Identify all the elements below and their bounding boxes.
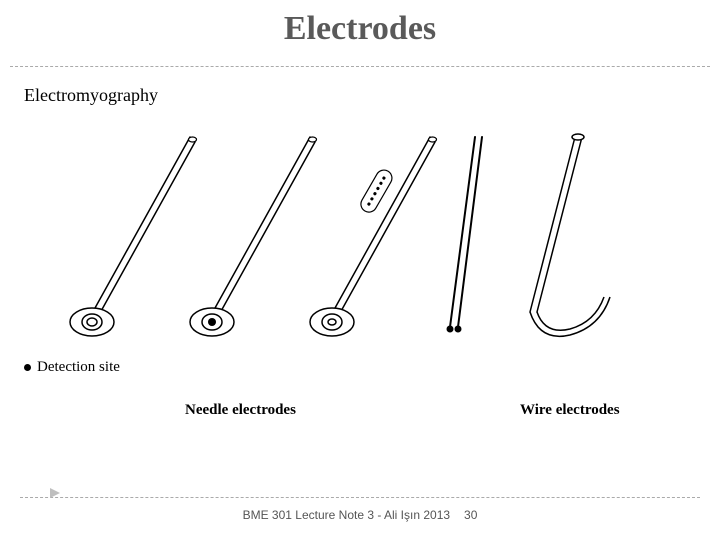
sub-heading: Electromyography	[24, 85, 158, 106]
detection-site-label: Detection site	[37, 359, 120, 376]
detection-dot-icon	[24, 364, 31, 371]
slide-title: Electrodes	[0, 0, 720, 66]
top-divider	[10, 66, 710, 67]
bottom-divider	[20, 497, 700, 498]
nav-arrow-icon	[48, 486, 62, 500]
detection-site: Detection site	[24, 359, 120, 376]
wire-label: Wire electrodes	[520, 402, 620, 419]
needle-label: Needle electrodes	[185, 402, 296, 419]
footer: BME 301 Lecture Note 3 - Ali Işın 2013 3…	[10, 497, 710, 522]
figure-area: Electromyography Detection site Needle e…	[10, 77, 710, 437]
page-number: 30	[464, 508, 477, 522]
footer-note: BME 301 Lecture Note 3 - Ali Işın 2013	[243, 508, 450, 522]
